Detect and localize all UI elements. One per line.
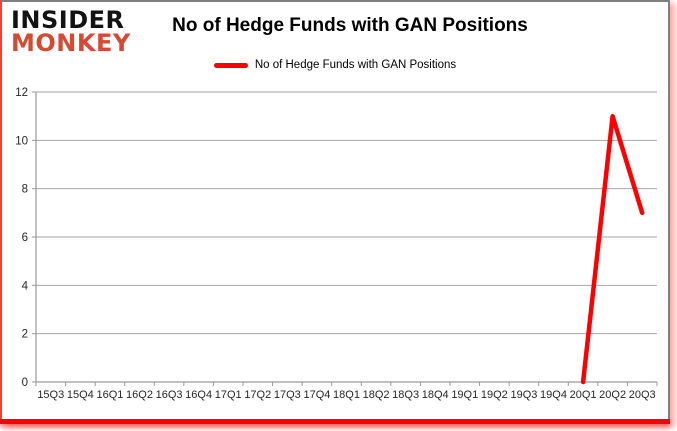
x-tick-label: 18Q3	[392, 389, 419, 401]
bottom-red-border	[0, 419, 670, 424]
x-tick-label: 20Q1	[570, 389, 597, 401]
y-tick-label: 2	[22, 329, 28, 341]
x-tick-label: 20Q2	[599, 389, 626, 401]
x-tick-label: 20Q3	[629, 389, 656, 401]
x-tick-label: 16Q4	[185, 389, 212, 401]
y-tick-label: 10	[15, 135, 28, 147]
insider-monkey-logo: INSIDER MONKEY	[11, 6, 131, 58]
x-tick-label: 17Q2	[244, 389, 271, 401]
legend: No of Hedge Funds with GAN Positions	[2, 59, 668, 71]
x-tick-label: 16Q2	[126, 389, 153, 401]
chart-card: INSIDER MONKEY No of Hedge Funds with GA…	[0, 0, 670, 424]
logo-text-monkey: MONKEY	[11, 29, 131, 58]
x-tick-label: 19Q2	[481, 389, 508, 401]
x-tick-label: 18Q4	[422, 389, 449, 401]
chart-title: No of Hedge Funds with GAN Positions	[172, 15, 528, 36]
x-tick-label: 16Q3	[156, 389, 183, 401]
x-tick-label: 18Q2	[363, 389, 390, 401]
y-tick-label: 6	[22, 232, 28, 244]
x-tick-label: 19Q3	[510, 389, 537, 401]
legend-line-swatch	[213, 62, 248, 68]
x-tick-label: 19Q1	[451, 389, 478, 401]
x-tick-label: 17Q4	[303, 389, 330, 401]
y-tick-label: 0	[22, 377, 28, 389]
legend-label: No of Hedge Funds with GAN Positions	[254, 59, 457, 71]
x-tick-label: 15Q3	[37, 389, 64, 401]
y-tick-label: 12	[15, 87, 28, 99]
y-tick-label: 8	[22, 184, 28, 196]
series-line	[580, 113, 645, 385]
x-tick-label: 17Q1	[215, 389, 242, 401]
logo-text-insider: INSIDER	[11, 6, 125, 34]
y-tick-label: 4	[22, 280, 29, 292]
x-tick-label: 18Q1	[333, 389, 360, 401]
x-tick-label: 16Q1	[96, 389, 123, 401]
x-tick-label: 19Q4	[540, 389, 567, 401]
x-tick-label: 15Q4	[67, 389, 94, 401]
x-tick-label: 17Q3	[274, 389, 301, 401]
